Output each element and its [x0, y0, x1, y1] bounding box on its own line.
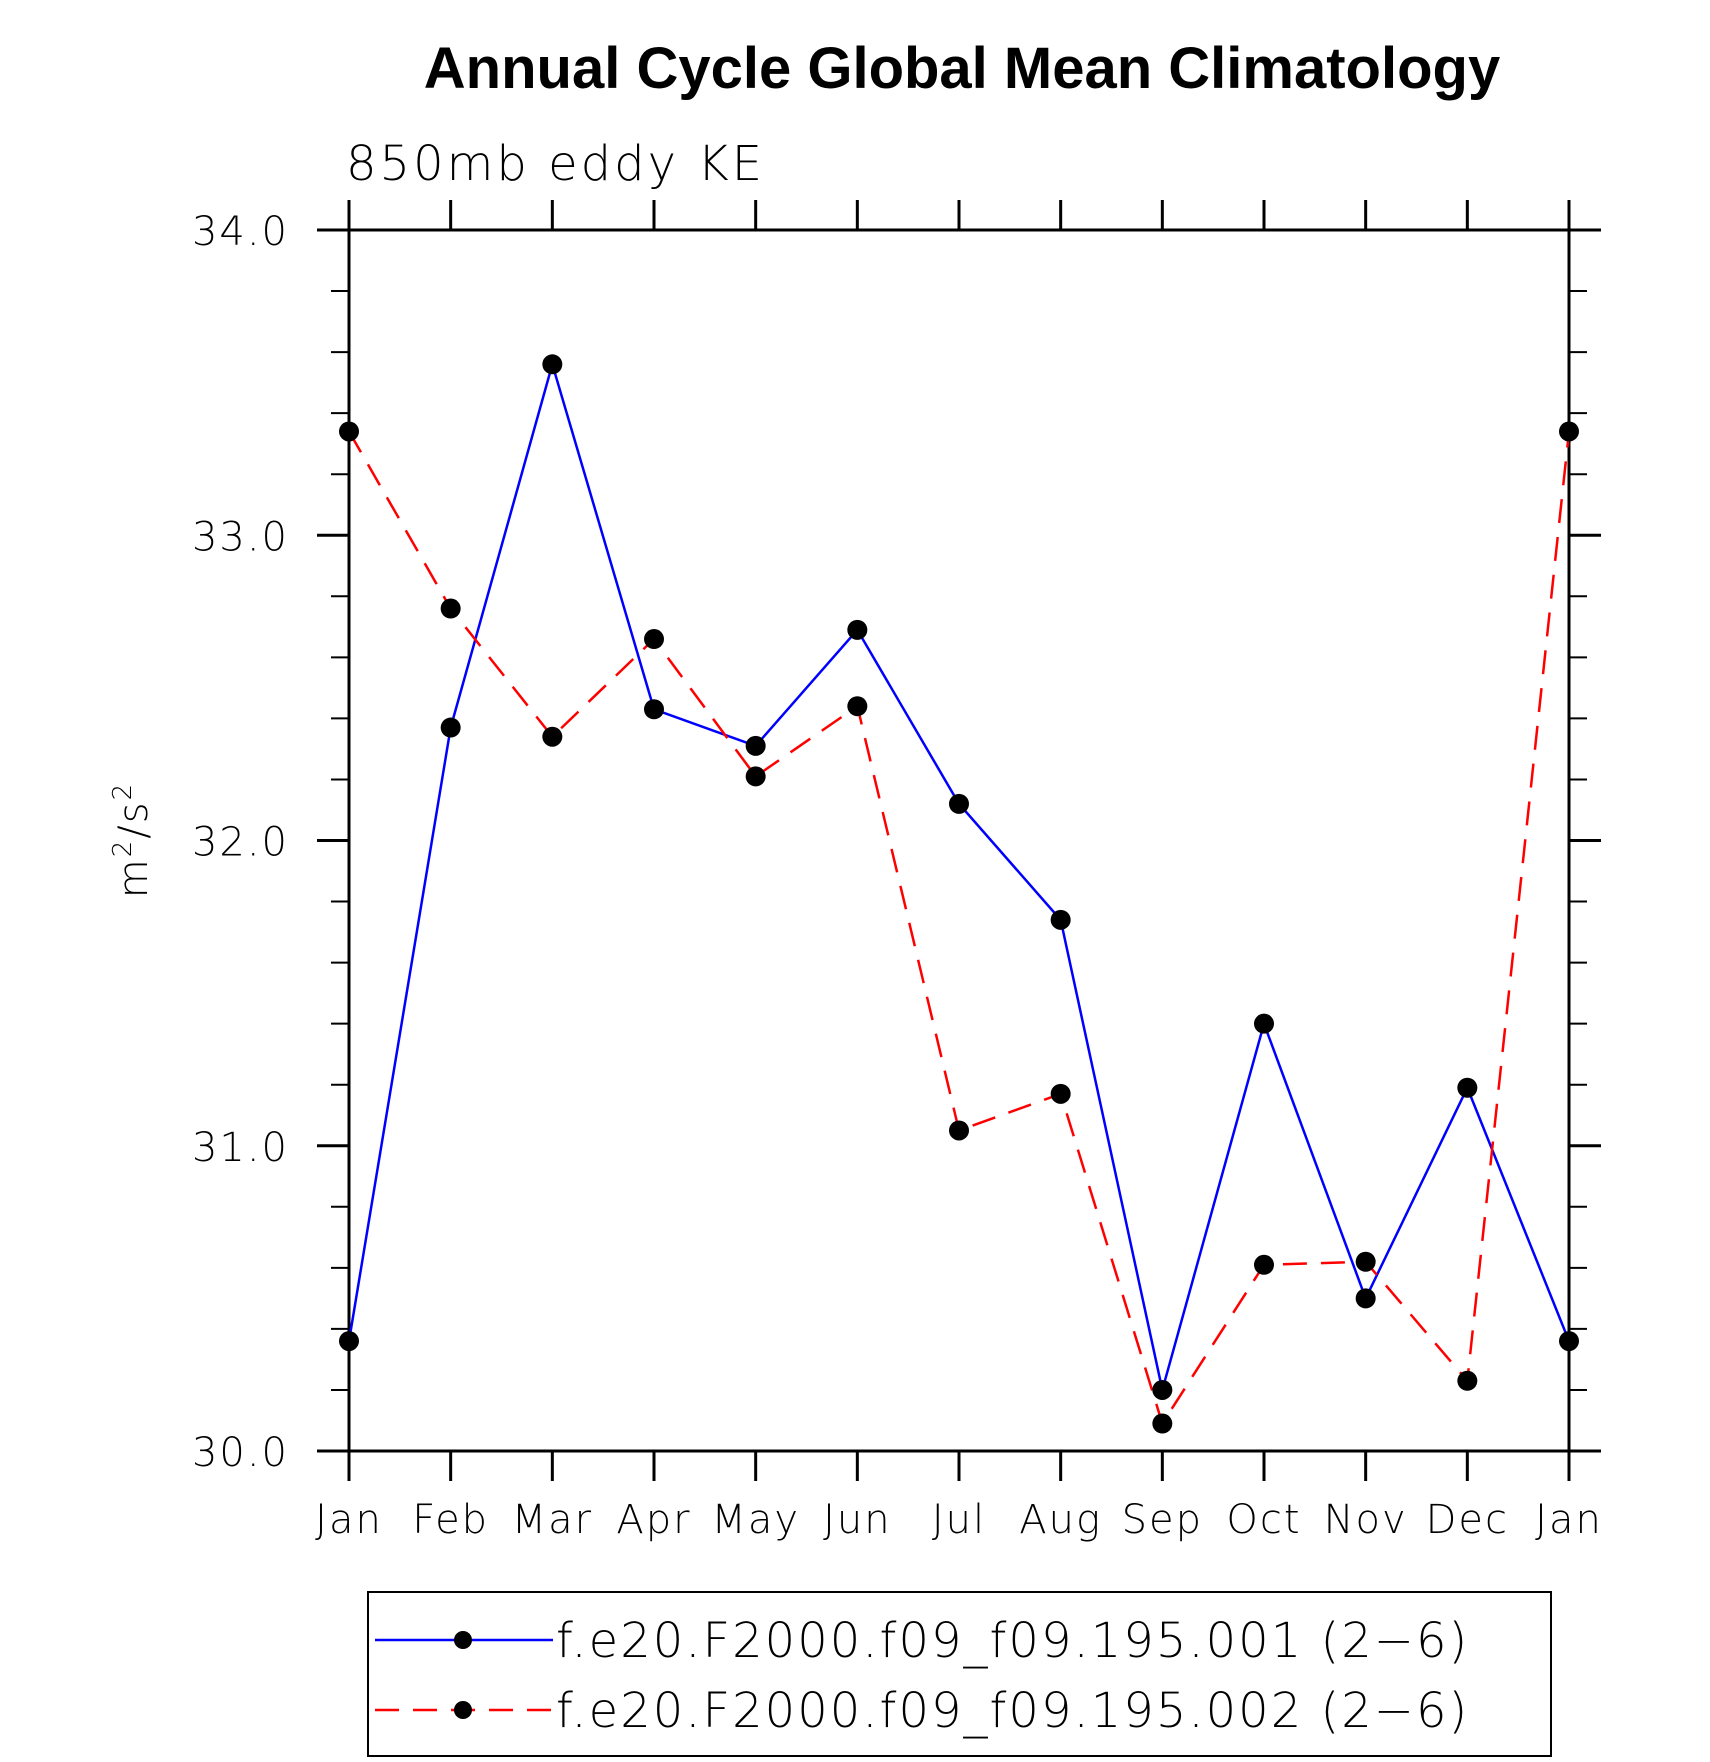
data-point — [1559, 421, 1579, 442]
legend-swatch-marker — [454, 1701, 472, 1719]
x-tick-label: Nov — [1324, 1497, 1408, 1543]
x-tick-label: Jul — [932, 1497, 986, 1543]
y-axis-label: m2/s2 — [108, 782, 157, 898]
data-point — [1050, 1083, 1071, 1104]
data-point — [1254, 1013, 1274, 1034]
data-point — [440, 598, 461, 619]
data-point — [339, 1331, 359, 1352]
data-point — [1559, 1331, 1579, 1352]
series-line-2 — [347, 430, 1571, 1427]
x-tick-label: Aug — [1019, 1497, 1102, 1543]
data-point — [1152, 1379, 1173, 1400]
data-point — [644, 699, 664, 720]
x-tick-label: Jan — [315, 1497, 383, 1543]
series-line-1 — [347, 359, 1571, 1391]
plot-axes: Jan Feb Mar Apr May Jun Jul Aug Sep Oct Nov Dec Jan 3… — [192, 200, 1603, 1543]
data-point — [1254, 1254, 1274, 1275]
data-point — [542, 354, 563, 375]
data-point — [949, 1120, 969, 1141]
chart-title: Annual Cycle Global Mean Climatology — [424, 36, 1500, 101]
data-point — [440, 717, 461, 738]
data-point — [1457, 1077, 1478, 1098]
series-markers — [339, 354, 1579, 1434]
data-point — [1355, 1251, 1376, 1272]
x-tick-label: May — [711, 1497, 800, 1543]
y-tick-label: 30.0 — [192, 1430, 289, 1476]
x-tick-label: Jun — [823, 1497, 892, 1543]
series-lines — [347, 359, 1571, 1427]
plot-frame — [347, 228, 1571, 1453]
chart-subtitle: 850mb eddy KE — [346, 136, 765, 192]
y-tick-label: 31.0 — [192, 1125, 289, 1171]
data-point — [949, 793, 969, 814]
x-tick-label: Feb — [412, 1497, 489, 1543]
data-point — [542, 726, 563, 747]
legend-swatch-marker — [454, 1631, 472, 1649]
data-point — [745, 735, 766, 756]
x-tick-label: Oct — [1226, 1497, 1301, 1543]
x-tick-label: Jan — [1535, 1497, 1603, 1543]
data-point — [339, 421, 359, 442]
data-point — [644, 629, 664, 650]
x-tick-label: Sep — [1122, 1497, 1203, 1543]
y-tick-label: 32.0 — [192, 820, 289, 866]
data-point — [1355, 1288, 1376, 1309]
y-tick-label: 34.0 — [192, 209, 289, 255]
x-tick-label: Mar — [512, 1497, 593, 1543]
x-tick-label: Apr — [616, 1497, 691, 1543]
data-point — [1457, 1370, 1478, 1391]
legend-label: f.e20.F2000.f09_f09.195.002 (2−6) — [556, 1683, 1469, 1739]
data-point — [1152, 1413, 1173, 1434]
data-point — [1050, 909, 1071, 930]
y-tick-label: 33.0 — [192, 514, 289, 560]
x-tick-label: Dec — [1426, 1497, 1509, 1543]
legend-label: f.e20.F2000.f09_f09.195.001 (2−6) — [556, 1613, 1469, 1669]
legend-box — [367, 1591, 1552, 1757]
data-point — [847, 619, 868, 640]
data-point — [745, 766, 766, 787]
legend-items: f.e20.F2000.f09_f09.195.001 (2−6) f.e20.F… — [375, 1613, 1469, 1739]
legend: f.e20.F2000.f09_f09.195.001 (2−6) f.e20.F… — [367, 1591, 1552, 1757]
data-point — [847, 696, 868, 717]
